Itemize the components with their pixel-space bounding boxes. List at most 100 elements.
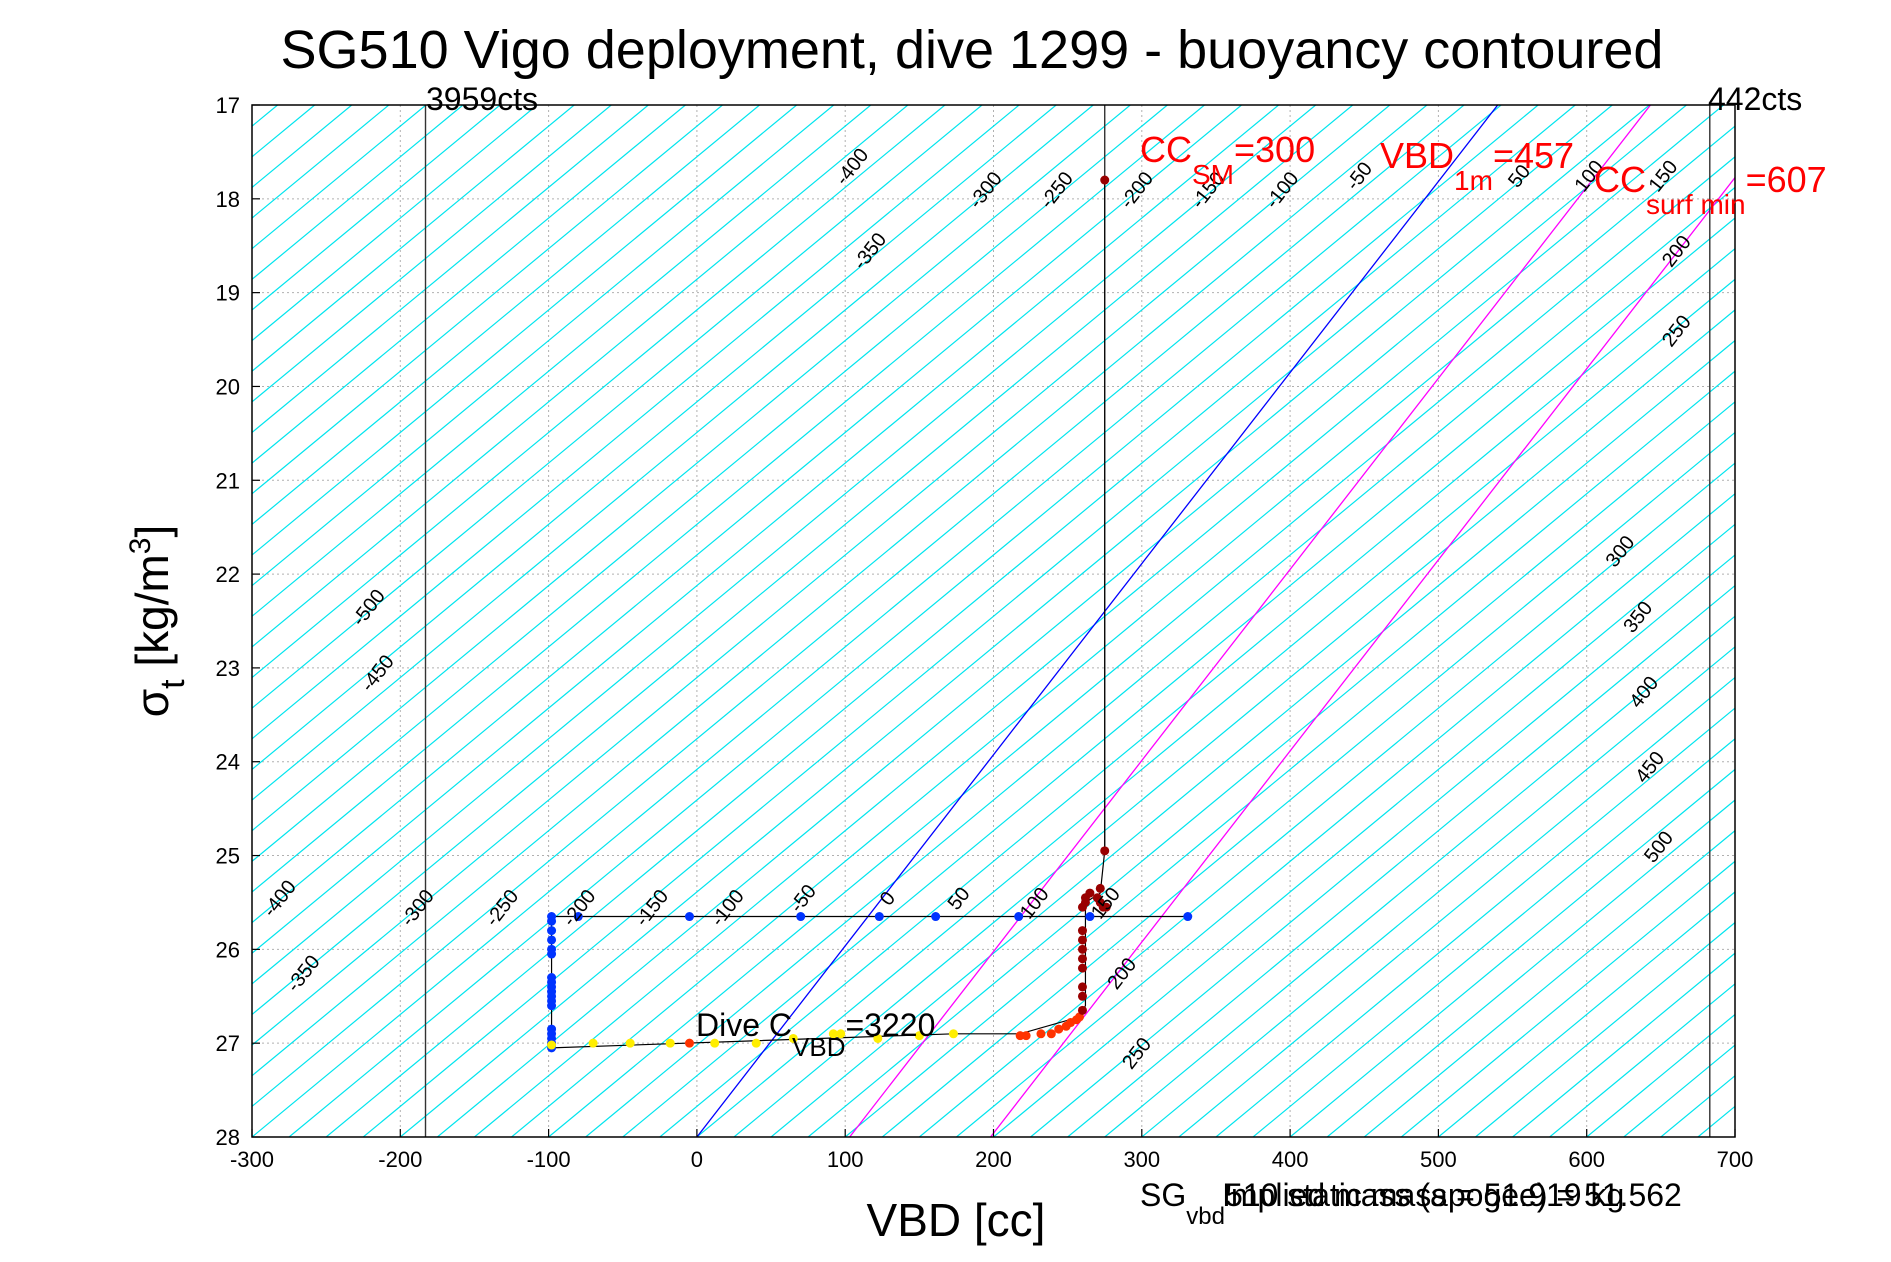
ascent-top-point [1077, 926, 1087, 936]
descent-point [1014, 912, 1024, 922]
ascent-bottom-point [751, 1038, 761, 1048]
contour-line [399, 105, 1650, 1137]
ascent-top-point [1100, 846, 1110, 856]
descent-point [931, 912, 941, 922]
vbd-1m-annotation: VBD1m=457 [1380, 135, 1574, 196]
contour-line [252, 105, 1391, 1046]
contour-line [511, 125, 1735, 1137]
dive-c-main: Dive C [696, 1007, 792, 1043]
vbd-1m-sub: 1m [1454, 165, 1493, 196]
contour-line [252, 105, 872, 618]
x-tick-label: 300 [1123, 1147, 1160, 1172]
descent-point [547, 935, 557, 945]
descent-point [1085, 912, 1095, 922]
ascent-top-point [1077, 982, 1087, 992]
ascent-bottom-point [710, 1038, 720, 1048]
contour-line [252, 105, 1131, 832]
x-tick-label: 100 [827, 1147, 864, 1172]
x-tick-label: 600 [1568, 1147, 1605, 1172]
contour-line [288, 105, 1539, 1137]
contour-line [252, 105, 760, 526]
plot-frame [251, 104, 1736, 1138]
contour-line [252, 105, 1205, 893]
static-mass-value: 510 static mass = 51.919 kg [1225, 1177, 1624, 1213]
descent-point [874, 912, 884, 922]
ascent-bottom-point [948, 1029, 958, 1039]
y-tick-label: 27 [216, 1031, 240, 1056]
x-tick-label: 0 [691, 1147, 703, 1172]
dive-c-sub: VBD [792, 1032, 845, 1062]
ascent-bottom-point [588, 1038, 598, 1048]
y-tick-label: 21 [216, 468, 240, 493]
ascent-bottom-point [836, 1029, 846, 1039]
contour-line [436, 105, 1687, 1137]
y-tick-label: 20 [216, 374, 240, 399]
contour-line [252, 105, 649, 434]
x-tick-label: 400 [1272, 1147, 1309, 1172]
contour-line [325, 105, 1576, 1137]
contour-line [252, 105, 612, 403]
contour-line [1363, 829, 1735, 1137]
descent-point [547, 949, 557, 959]
vline-label-right: 442cts [1708, 81, 1802, 117]
static-mass-main: SG [1140, 1177, 1186, 1213]
x-axis-label: VBD [cc] [867, 1194, 1046, 1246]
cc-surf-sub: surf min [1646, 189, 1746, 220]
contour-line [1326, 799, 1735, 1137]
top-point [1100, 175, 1110, 185]
ascent-bottom-point [788, 1033, 798, 1043]
ascent-mid-point [1046, 1029, 1056, 1039]
contour-line [696, 278, 1735, 1137]
ascent-mid-point [1036, 1029, 1046, 1039]
descent-point [573, 912, 583, 922]
static-mass-annotation: SGvbd510 static mass = 51.919 kg [1140, 1177, 1624, 1230]
contour-line [252, 105, 983, 709]
ascent-bottom-point [914, 1031, 924, 1041]
ascent-bottom-point [873, 1033, 883, 1043]
contour-line [252, 105, 723, 495]
contour-line [474, 105, 1724, 1137]
contour-line [252, 105, 575, 372]
ascent-bottom-point [828, 1029, 838, 1039]
contour-line [252, 105, 798, 556]
contour-line [252, 105, 1168, 863]
contour-line [1104, 615, 1735, 1137]
y-tick-label: 24 [216, 750, 240, 775]
contour-line [252, 105, 1317, 985]
y-label-sub: t [154, 679, 192, 689]
y-label-close: ] [126, 525, 178, 538]
x-tick-label: -300 [230, 1147, 274, 1172]
cc-sm-main: CC [1140, 129, 1192, 170]
contour-line [881, 431, 1735, 1137]
descent-point [547, 926, 557, 936]
vline-label-left: 3959cts [426, 81, 538, 117]
ascent-top-point [1077, 991, 1087, 1001]
y-tick-label: 25 [216, 844, 240, 869]
ascent-top-point [1095, 883, 1105, 893]
contour-line [918, 462, 1735, 1137]
contour-line [1215, 707, 1735, 1137]
contour-line [807, 370, 1735, 1137]
contour-line [252, 105, 1094, 801]
y-axis-label: σt [kg/m3] [124, 525, 192, 718]
cc-surf-value: =607 [1746, 159, 1827, 200]
contour-line [548, 156, 1735, 1137]
contour-line [252, 105, 1465, 1108]
y-label-units: [kg/m [126, 554, 178, 679]
contour-line [993, 523, 1735, 1137]
contour-line [1400, 860, 1735, 1137]
contour-line [252, 105, 1280, 954]
chart-title: SG510 Vigo deployment, dive 1299 - buoya… [281, 20, 1664, 80]
contour-line [252, 105, 946, 679]
ascent-mid-point [1021, 1031, 1031, 1041]
contour-line [252, 105, 1057, 771]
descent-point [796, 912, 806, 922]
y-tick-label: 19 [216, 281, 240, 306]
x-tick-label: 700 [1717, 1147, 1754, 1172]
y-label-main: σ [126, 689, 178, 717]
ascent-top-point [1077, 963, 1087, 973]
x-tick-label: 200 [975, 1147, 1012, 1172]
contour-line [252, 105, 1428, 1077]
contour-line [252, 105, 1020, 740]
